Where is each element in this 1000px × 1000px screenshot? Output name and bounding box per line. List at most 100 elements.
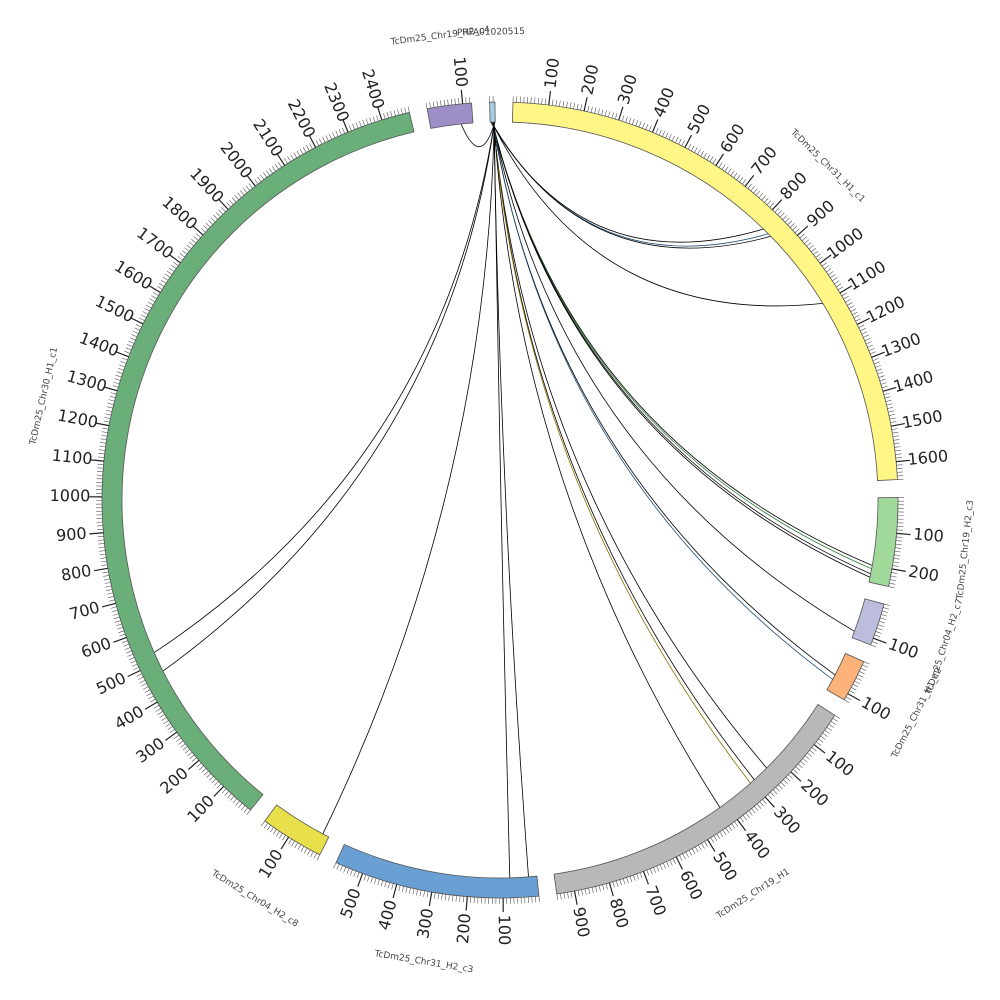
minor-tick bbox=[322, 136, 326, 143]
minor-tick bbox=[581, 889, 584, 896]
minor-tick bbox=[391, 883, 394, 890]
minor-tick bbox=[889, 417, 896, 420]
minor-tick bbox=[133, 666, 139, 671]
minor-tick bbox=[444, 894, 447, 901]
minor-tick bbox=[642, 122, 645, 129]
minor-tick bbox=[100, 557, 107, 559]
tick-label: 300 bbox=[413, 907, 437, 940]
minor-tick bbox=[688, 850, 693, 856]
minor-tick bbox=[328, 133, 332, 140]
minor-tick bbox=[144, 689, 151, 693]
minor-tick bbox=[141, 683, 147, 687]
minor-tick bbox=[235, 800, 240, 806]
minor-tick bbox=[184, 247, 190, 252]
minor-tick bbox=[894, 449, 901, 452]
minor-tick bbox=[182, 746, 188, 751]
tick-label: 2100 bbox=[249, 116, 287, 161]
major-tick bbox=[651, 119, 659, 133]
minor-tick bbox=[136, 673, 143, 677]
minor-tick bbox=[888, 586, 895, 589]
tick-label: 100 bbox=[255, 846, 287, 882]
minor-tick bbox=[638, 121, 642, 128]
minor-tick bbox=[808, 245, 814, 250]
minor-tick bbox=[675, 137, 679, 143]
tick-label: 1000 bbox=[823, 224, 867, 263]
minor-tick bbox=[801, 236, 807, 242]
major-tick bbox=[276, 153, 286, 166]
minor-tick bbox=[131, 334, 138, 338]
major-tick bbox=[148, 284, 161, 294]
major-tick bbox=[308, 134, 317, 148]
minor-tick bbox=[888, 410, 895, 413]
minor-tick bbox=[163, 720, 169, 724]
minor-tick bbox=[628, 117, 632, 124]
minor-tick bbox=[370, 877, 373, 883]
minor-tick bbox=[535, 896, 537, 903]
tick-label: 700 bbox=[67, 597, 101, 623]
minor-tick bbox=[195, 233, 201, 238]
major-tick bbox=[165, 731, 178, 741]
minor-tick bbox=[142, 311, 149, 315]
minor-tick bbox=[598, 885, 601, 892]
minor-tick bbox=[353, 870, 357, 877]
minor-tick bbox=[122, 640, 128, 644]
minor-tick bbox=[178, 740, 184, 745]
minor-tick bbox=[167, 726, 173, 730]
major-tick bbox=[873, 637, 887, 644]
minor-tick bbox=[884, 603, 891, 606]
minor-tick bbox=[544, 98, 547, 105]
minor-tick bbox=[861, 331, 868, 335]
minor-tick bbox=[580, 104, 583, 111]
minor-tick bbox=[849, 690, 855, 694]
link-14 bbox=[493, 122, 721, 808]
minor-tick bbox=[221, 788, 227, 794]
major-tick bbox=[736, 819, 747, 832]
minor-tick bbox=[98, 543, 105, 545]
tick-label: 200 bbox=[453, 912, 474, 944]
minor-tick bbox=[124, 350, 131, 354]
tick-label: 1500 bbox=[92, 291, 137, 326]
minor-tick bbox=[177, 256, 183, 261]
minor-tick bbox=[315, 140, 320, 146]
tick-label: 100 bbox=[913, 524, 945, 545]
minor-tick bbox=[895, 453, 902, 455]
minor-tick bbox=[201, 768, 207, 773]
minor-tick bbox=[795, 766, 801, 771]
minor-tick bbox=[847, 302, 853, 306]
minor-tick bbox=[852, 683, 859, 688]
minor-tick bbox=[646, 869, 650, 876]
minor-tick bbox=[131, 663, 138, 667]
minor-tick bbox=[635, 120, 639, 126]
minor-tick bbox=[196, 762, 202, 768]
major-tick bbox=[819, 254, 832, 264]
ticks-layer bbox=[88, 89, 911, 912]
minor-tick bbox=[130, 660, 137, 664]
minor-tick bbox=[409, 887, 411, 894]
minor-tick bbox=[621, 115, 625, 122]
minor-tick bbox=[782, 215, 788, 220]
minor-tick bbox=[246, 809, 251, 815]
minor-tick bbox=[875, 631, 882, 634]
minor-tick bbox=[844, 699, 850, 704]
minor-tick bbox=[462, 896, 465, 903]
minor-tick bbox=[296, 150, 301, 157]
tick-label: 300 bbox=[132, 733, 168, 766]
major-tick bbox=[618, 106, 624, 121]
minor-tick bbox=[114, 620, 121, 623]
minor-tick bbox=[590, 106, 593, 113]
minor-tick bbox=[153, 292, 159, 296]
minor-tick bbox=[119, 364, 126, 368]
major-tick bbox=[127, 669, 141, 678]
minor-tick bbox=[287, 156, 291, 162]
minor-tick bbox=[162, 276, 169, 281]
major-tick bbox=[573, 890, 578, 905]
minor-tick bbox=[671, 135, 675, 142]
major-tick bbox=[103, 386, 118, 392]
minor-tick bbox=[309, 143, 313, 150]
tick-label: 600 bbox=[676, 867, 707, 903]
minor-tick bbox=[868, 348, 875, 351]
minor-tick bbox=[166, 270, 173, 275]
minor-tick bbox=[615, 880, 619, 887]
tick-label: 200 bbox=[156, 763, 192, 797]
minor-tick bbox=[108, 399, 115, 402]
